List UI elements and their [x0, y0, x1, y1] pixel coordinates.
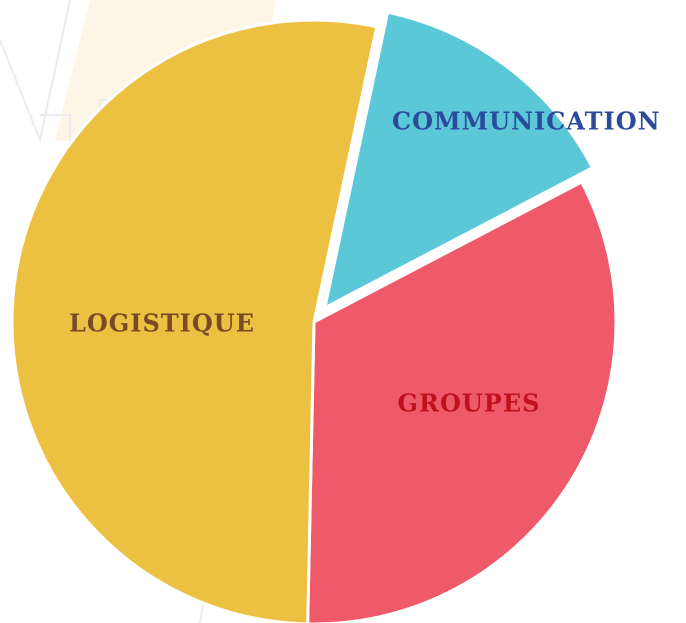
chart: COMMUNICATION GROUPES LOGISTIQUE: [0, 0, 686, 623]
slice-label: GROUPES: [398, 389, 541, 418]
slice-label: COMMUNICATION: [392, 107, 661, 136]
slice-label: LOGISTIQUE: [69, 309, 255, 338]
